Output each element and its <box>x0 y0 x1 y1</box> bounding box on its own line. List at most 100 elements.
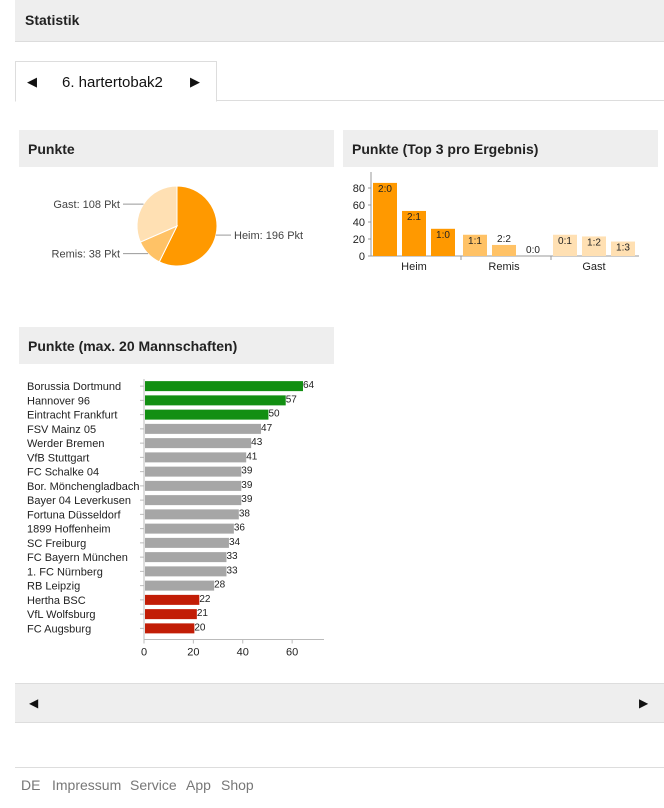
team-value: 47 <box>261 423 273 434</box>
team-value: 43 <box>251 437 263 448</box>
team-label: Fortuna Düsseldorf <box>27 509 121 521</box>
next-user-icon[interactable]: ▶ <box>190 74 200 89</box>
top3-bar-label: 1:2 <box>587 237 601 248</box>
teams-bar-chart: Borussia Dortmund 64 Hannover 96 57 Eintrach… <box>27 379 324 659</box>
team-label: Bayer 04 Leverkusen <box>27 495 131 507</box>
team-bar <box>145 537 229 548</box>
team-label: VfL Wolfsburg <box>27 609 95 621</box>
pie-label-gast: Gast: 108 Pkt <box>53 199 120 211</box>
top3-bar-label: 0:0 <box>526 245 540 256</box>
team-bar <box>145 523 234 534</box>
page-title: Statistik <box>25 12 80 28</box>
teams-panel-title: Punkte (max. 20 Mannschaften) <box>28 338 238 354</box>
points-pie-chart: Heim: 196 Pkt Remis: 38 Pkt Gast: 108 Pkt <box>52 185 303 267</box>
top3-bar-label: 1:0 <box>436 230 450 241</box>
team-bar <box>145 466 242 477</box>
top3-bar-label: 2:2 <box>497 234 511 245</box>
team-value: 33 <box>226 565 238 576</box>
top3-bar-label: 0:1 <box>558 236 572 247</box>
top3-ytick-label: 40 <box>353 217 365 229</box>
team-bar <box>145 438 252 449</box>
team-value: 57 <box>286 394 298 405</box>
top3-panel-header: Punkte (Top 3 pro Ergebnis) <box>343 130 658 167</box>
team-value: 20 <box>194 622 206 633</box>
bottom-nav-bar: ◀ ▶ <box>15 683 664 723</box>
team-value: 22 <box>199 594 211 605</box>
team-bar <box>145 623 195 634</box>
footer-link-impressum[interactable]: Impressum <box>52 777 122 793</box>
team-bar <box>145 509 239 520</box>
team-value: 34 <box>229 537 241 548</box>
top3-bar-label: 2:1 <box>407 212 421 223</box>
top3-panel-title: Punkte (Top 3 pro Ergebnis) <box>352 141 539 157</box>
teams-xtick-label: 60 <box>286 647 298 659</box>
footer-link-app[interactable]: App <box>186 777 211 793</box>
top3-bar-label: 1:3 <box>616 243 630 254</box>
top3-group-label-remis: Remis <box>488 261 520 273</box>
prev-user-icon[interactable]: ◀ <box>27 74 37 89</box>
team-label: RB Leipzig <box>27 581 80 593</box>
teams-panel-header: Punkte (max. 20 Mannschaften) <box>19 327 334 364</box>
top3-bar-1-2 <box>582 236 606 256</box>
top3-bar-2-1 <box>402 210 426 256</box>
bottom-next-icon[interactable]: ▶ <box>639 696 649 710</box>
footer-link-shop[interactable]: Shop <box>221 777 254 793</box>
team-label: 1899 Hoffenheim <box>27 524 111 536</box>
footer-link-de[interactable]: DE <box>21 777 41 793</box>
team-label: Bor. Mönchengladbach <box>27 481 140 493</box>
team-label: FC Schalke 04 <box>27 467 99 479</box>
team-label: Borussia Dortmund <box>27 381 121 393</box>
user-tab: ◀ 6. hartertobak2 ▶ <box>15 61 217 102</box>
user-tab-row: ◀ 6. hartertobak2 ▶ <box>15 61 664 102</box>
top3-bar-1-0 <box>431 228 455 256</box>
teams-xtick-label: 40 <box>237 647 249 659</box>
team-bar <box>145 580 215 591</box>
team-bar <box>145 395 286 406</box>
page-header: Statistik <box>15 0 664 42</box>
pie-slice-heim <box>158 185 218 267</box>
team-value: 33 <box>226 551 238 562</box>
team-label: Hannover 96 <box>27 395 90 407</box>
team-value: 39 <box>241 480 253 491</box>
top3-group-label-heim: Heim <box>401 261 427 273</box>
team-label: FC Augsburg <box>27 623 91 635</box>
team-bar <box>145 452 247 463</box>
team-label: 1. FC Nürnberg <box>27 566 103 578</box>
teams-xtick-label: 0 <box>141 647 147 659</box>
top3-bar-label: 2:0 <box>378 184 392 195</box>
team-value: 39 <box>241 494 253 505</box>
team-label: Werder Bremen <box>27 438 104 450</box>
top3-bar-1-1 <box>463 234 487 256</box>
top3-bar-2-0 <box>373 182 397 256</box>
team-label: Eintracht Frankfurt <box>27 410 117 422</box>
teams-xtick-label: 20 <box>187 647 199 659</box>
bottom-prev-icon[interactable]: ◀ <box>29 696 39 710</box>
top3-bar-label: 1:1 <box>468 236 482 247</box>
team-bar <box>145 552 227 563</box>
team-bar <box>145 480 242 491</box>
team-bar <box>145 566 227 577</box>
team-value: 36 <box>234 523 246 534</box>
team-bar <box>145 381 303 392</box>
team-value: 39 <box>241 466 253 477</box>
top3-ytick-label: 80 <box>353 183 365 195</box>
team-value: 64 <box>303 380 315 391</box>
top3-bar-1-3 <box>611 241 635 256</box>
top3-bar-0-1 <box>553 234 577 256</box>
top3-ytick-label: 20 <box>353 234 365 246</box>
top3-group-label-gast: Gast <box>582 261 605 273</box>
footer-link-service[interactable]: Service <box>130 777 177 793</box>
team-label: SC Freiburg <box>27 538 86 550</box>
current-user-label: 6. hartertobak2 <box>62 74 163 91</box>
team-value: 38 <box>239 508 251 519</box>
team-label: FC Bayern München <box>27 552 128 564</box>
team-bar <box>145 423 262 434</box>
team-bar <box>145 609 197 620</box>
pie-panel-title: Punkte <box>28 141 75 157</box>
top3-ytick-label: 0 <box>359 251 365 263</box>
footer: DE Impressum Service App Shop <box>15 767 664 793</box>
team-bar <box>145 409 269 420</box>
top3-ytick-label: 60 <box>353 200 365 212</box>
team-value: 50 <box>268 409 280 420</box>
pie-label-remis: Remis: 38 Pkt <box>52 249 120 261</box>
